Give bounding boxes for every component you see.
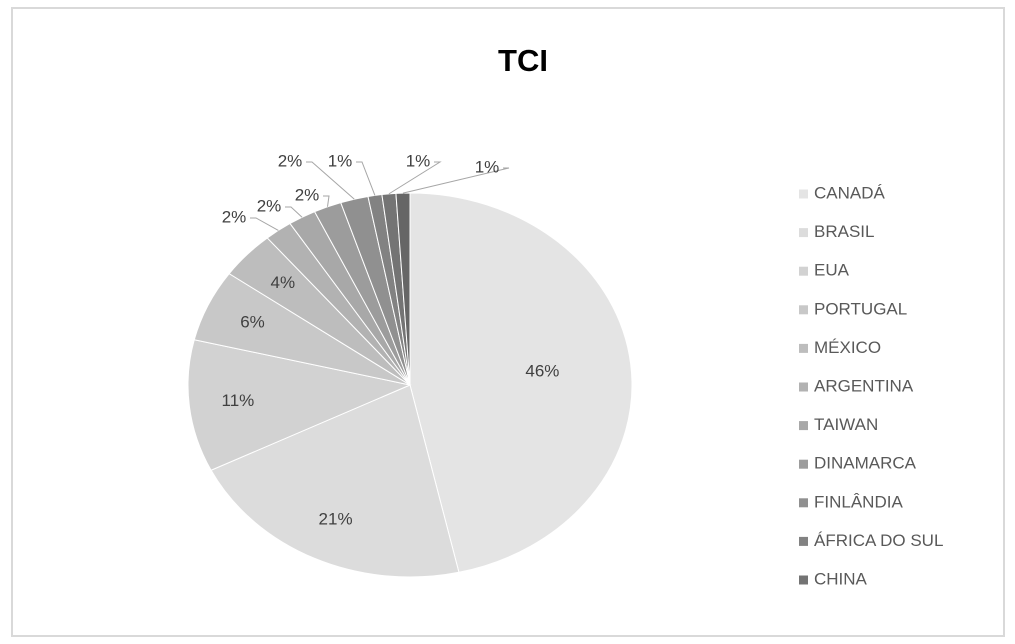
chart-title: TCI <box>498 43 548 78</box>
legend-label: CHINA <box>814 569 868 588</box>
legend-swatch <box>799 575 808 585</box>
pie-slice <box>187 339 412 471</box>
data-label: 6% <box>240 312 265 331</box>
leader-line <box>250 217 279 231</box>
legend-label: TAIWAN <box>814 415 878 434</box>
data-label: 1% <box>328 151 353 170</box>
legend-swatch <box>799 305 808 315</box>
legend-label: PORTUGAL <box>814 299 907 318</box>
data-label: 2% <box>295 185 320 204</box>
legend-swatch <box>799 343 808 353</box>
data-label: 46% <box>525 362 559 381</box>
pie-slice <box>409 192 633 573</box>
legend-label: CANADÁ <box>814 183 886 202</box>
leader-line <box>306 161 355 200</box>
legend-swatch <box>799 459 808 469</box>
leader-line <box>323 195 330 207</box>
legend-label: EUA <box>814 261 850 280</box>
pie-slice <box>210 384 460 578</box>
legend-swatch <box>799 189 808 199</box>
data-label: 2% <box>222 207 247 226</box>
legend-swatch <box>799 266 808 276</box>
leader-line <box>402 167 510 194</box>
legend-swatch <box>799 228 808 238</box>
legend-swatch <box>799 421 808 431</box>
legend-label: MÉXICO <box>814 338 881 357</box>
data-label: 2% <box>278 151 303 170</box>
legend-swatch <box>799 498 808 508</box>
data-label: 4% <box>271 273 296 292</box>
data-label: 2% <box>257 196 282 215</box>
legend-label: DINAMARCA <box>814 454 917 473</box>
leader-line <box>285 206 303 218</box>
data-label: 21% <box>319 510 353 529</box>
leader-line <box>356 161 376 196</box>
leader-line <box>388 161 442 195</box>
data-label: 1% <box>475 157 500 176</box>
data-label: 11% <box>222 391 255 410</box>
data-label: 1% <box>406 151 431 170</box>
legend-swatch <box>799 536 808 546</box>
legend-label: FINLÂNDIA <box>814 492 903 511</box>
legend-label: BRASIL <box>814 222 874 241</box>
legend-swatch <box>799 382 808 392</box>
legend-label: ARGENTINA <box>814 376 914 395</box>
legend-label: ÁFRICA DO SUL <box>814 531 943 550</box>
